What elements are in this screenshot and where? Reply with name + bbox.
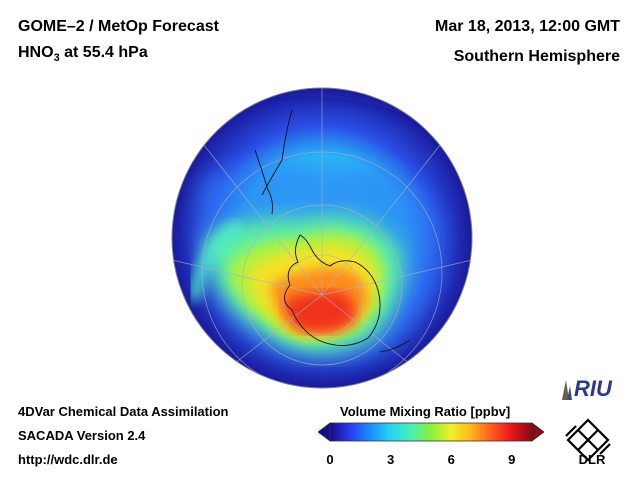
colorbar-tick-label: 0 [326,452,334,467]
colorbar-title: Volume Mixing Ratio [ppbv] [340,404,511,419]
species-level: HNO3 at 55.4 hPa [18,44,148,64]
dlr-logo: DLR [565,418,611,466]
colorbar-tick-label: 6 [447,452,455,467]
coastlines [254,109,411,353]
footer-assimilation: 4DVar Chemical Data Assimilation [18,404,229,419]
product-title: GOME–2 / MetOp Forecast [18,18,219,35]
colorbar-tick-label: 9 [508,452,516,467]
dlr-logo-text: DLR [579,452,606,466]
colorbar-min-arrow [318,423,330,441]
species-name: HNO [18,44,54,61]
footer-version: SACADA Version 2.4 [18,428,146,443]
riu-logo-text: RIU [574,376,613,401]
graticule [172,88,472,388]
hemisphere-label: Southern Hemisphere [453,48,620,65]
species-subscript: 3 [53,52,60,64]
colorbar-max-arrow [532,423,544,441]
hno3-field [172,88,472,388]
colorbar-gradient [329,422,533,442]
forecast-date: Mar 18, 2013, 12:00 GMT [435,18,620,35]
footer-url: http://wdc.dlr.de [18,452,118,467]
globe-outline [171,87,473,389]
riu-logo: RIU [562,376,613,401]
pressure-level: at 55.4 hPa [59,44,148,61]
colorbar [318,422,544,442]
colorbar-tick-label: 3 [386,452,395,467]
